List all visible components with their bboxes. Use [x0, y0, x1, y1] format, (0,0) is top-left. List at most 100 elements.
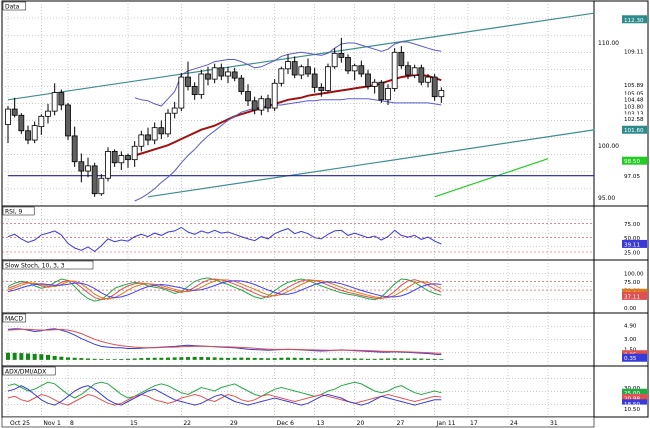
candle [298, 64, 305, 80]
axis-tag-label: 75.00 [624, 222, 640, 228]
axis-tag [622, 47, 647, 56]
panel-title-box [2, 366, 56, 376]
series-line-bb_lower [134, 98, 442, 202]
histogram-bar [32, 353, 37, 360]
histogram-bar [432, 359, 437, 360]
axis-tag-label: 104.48 [624, 97, 644, 103]
candle-body [411, 67, 418, 76]
candle [11, 97, 18, 118]
date-label: 15 [130, 420, 138, 427]
candle [178, 72, 185, 112]
series-line-rsi [7, 226, 442, 253]
candle-body [185, 76, 191, 87]
histogram-bar [326, 358, 330, 360]
axis-tag [622, 383, 647, 392]
axis-tag [622, 345, 647, 354]
candle-body [131, 145, 138, 161]
candle-body [191, 85, 198, 96]
candle-body [5, 108, 11, 125]
candle-body [258, 98, 265, 111]
candle [98, 174, 105, 196]
axis-tag-label: 102.58 [624, 117, 644, 123]
axis-tick-label: 95.00 [598, 195, 615, 202]
histogram-bar [192, 356, 197, 360]
candle [5, 105, 11, 144]
axis-tag [622, 108, 647, 117]
candle-body [438, 90, 445, 98]
histogram-bar [252, 357, 257, 360]
histogram-bar [52, 355, 57, 360]
candle-body [91, 165, 98, 195]
candle [345, 54, 351, 74]
candle [31, 121, 38, 144]
histogram-bar [392, 358, 397, 360]
axis-tag-label: 50.00 [624, 236, 640, 242]
axis-tag [622, 94, 647, 103]
candle-body [371, 81, 378, 87]
histogram-bar [6, 352, 10, 360]
candle [405, 61, 411, 80]
axis-tag [622, 404, 647, 413]
candle-body [178, 76, 185, 109]
histogram-bar [132, 358, 137, 360]
candle-body [165, 112, 171, 135]
candle-body [431, 76, 438, 98]
candle-body [45, 110, 51, 117]
trendline [434, 158, 549, 198]
axis-tag [622, 248, 647, 256]
date-label: 13 [317, 420, 325, 427]
date-axis-frame [1, 416, 595, 428]
date-label: 31 [550, 420, 558, 427]
candle-body [398, 51, 405, 67]
histogram-bar [172, 357, 177, 360]
histogram-bar [319, 358, 324, 360]
histogram-bar [79, 358, 84, 360]
axis-tag [622, 89, 647, 98]
candle [51, 83, 58, 116]
histogram-bar [126, 358, 130, 360]
axis-tag-label: 39.11 [624, 242, 640, 248]
histogram-bar [19, 353, 24, 360]
candle-body [18, 114, 25, 132]
histogram-bar [339, 358, 344, 360]
candle-body [238, 77, 245, 92]
candle [238, 75, 245, 95]
axis-tag [622, 394, 647, 403]
axis-tag [622, 101, 647, 110]
histogram-bar [346, 358, 350, 360]
candle [231, 67, 238, 82]
candle [278, 66, 285, 87]
histogram-bar [66, 357, 70, 360]
candle [378, 80, 385, 103]
candle-body [31, 125, 38, 141]
panel-title-box [2, 260, 94, 270]
candle-body [291, 61, 298, 76]
histogram-bar [219, 357, 224, 360]
candle [258, 95, 265, 116]
histogram-bar [46, 354, 50, 360]
candle [145, 127, 151, 146]
candle-body [278, 68, 285, 84]
candle [65, 102, 71, 141]
axis-tag [622, 291, 647, 300]
candle [191, 82, 198, 100]
candle-body [145, 134, 151, 141]
panel-title: MACD [5, 316, 23, 323]
candle [398, 46, 405, 69]
histogram-bar [332, 358, 337, 360]
axis-tag-label: 37.11 [624, 294, 640, 300]
axis-tag [622, 399, 647, 408]
candle-body [205, 73, 211, 80]
candle-body [158, 127, 165, 135]
series-line-adx [7, 381, 442, 399]
histogram-bar [99, 359, 104, 360]
date-label: 8 [70, 420, 74, 427]
candle [425, 73, 431, 88]
candle [105, 147, 111, 182]
candle-body [85, 165, 91, 172]
candle-body [138, 134, 145, 147]
candle-body [331, 52, 338, 68]
candle [245, 84, 251, 106]
